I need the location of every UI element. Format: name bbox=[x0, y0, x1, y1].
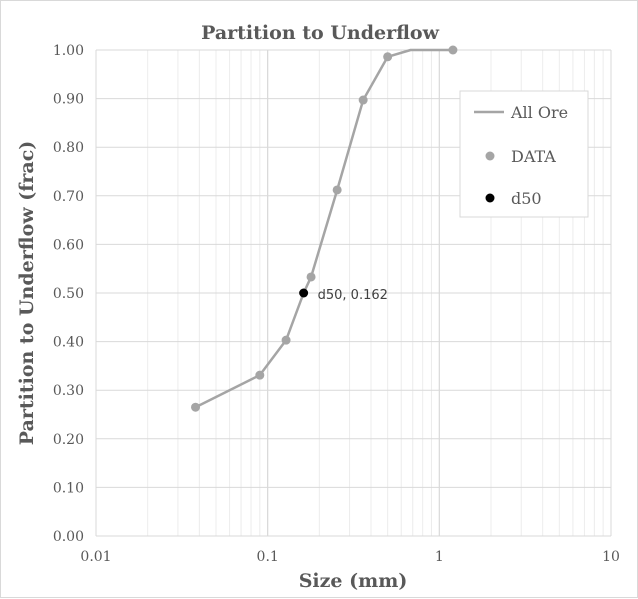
y-tick-label: 0.40 bbox=[53, 335, 84, 351]
data-point bbox=[281, 335, 291, 345]
y-tick-label: 0.70 bbox=[53, 189, 84, 205]
data-point bbox=[383, 52, 393, 62]
y-tick-label: 0.00 bbox=[53, 529, 84, 545]
x-tick-label: 10 bbox=[602, 549, 620, 565]
data-point bbox=[448, 45, 458, 55]
y-axis-label: Partition to Underflow (frac) bbox=[16, 141, 38, 446]
y-tick-label: 0.60 bbox=[53, 237, 84, 253]
tick-labels: 0.00 0.10 0.20 0.30 0.40 0.50 0.60 0.70 0.80 0.90… bbox=[53, 43, 620, 565]
y-tick-label: 0.30 bbox=[53, 383, 84, 399]
data-point bbox=[255, 370, 265, 380]
legend-label-d50: d50 bbox=[511, 189, 542, 208]
y-tick-label: 0.20 bbox=[53, 432, 84, 448]
d50-point bbox=[299, 288, 309, 298]
x-tick-label: 0.01 bbox=[80, 549, 111, 565]
data-point bbox=[358, 95, 368, 105]
data-point bbox=[191, 402, 201, 412]
x-tick-label: 1 bbox=[435, 549, 444, 565]
series: d50, 0.162 bbox=[191, 45, 458, 412]
y-tick-label: 1.00 bbox=[53, 43, 84, 59]
data-point bbox=[306, 272, 316, 282]
legend: All Ore DATA d50 bbox=[459, 90, 589, 218]
series-line-0 bbox=[194, 48, 453, 409]
y-tick-label: 0.90 bbox=[53, 92, 84, 108]
chart-title: Partition to Underflow bbox=[201, 22, 440, 44]
legend-marker-data bbox=[485, 151, 495, 161]
legend-marker-d50 bbox=[485, 193, 495, 203]
y-tick-label: 0.10 bbox=[53, 480, 84, 496]
x-axis-label: Size (mm) bbox=[299, 570, 408, 592]
y-tick-label: 0.50 bbox=[53, 286, 84, 302]
x-tick-label: 0.1 bbox=[257, 549, 279, 565]
legend-label-data: DATA bbox=[511, 147, 556, 166]
d50-annotation: d50, 0.162 bbox=[318, 288, 388, 303]
y-tick-label: 0.80 bbox=[53, 140, 84, 156]
legend-label-all-ore: All Ore bbox=[510, 103, 568, 122]
data-point bbox=[332, 185, 342, 195]
